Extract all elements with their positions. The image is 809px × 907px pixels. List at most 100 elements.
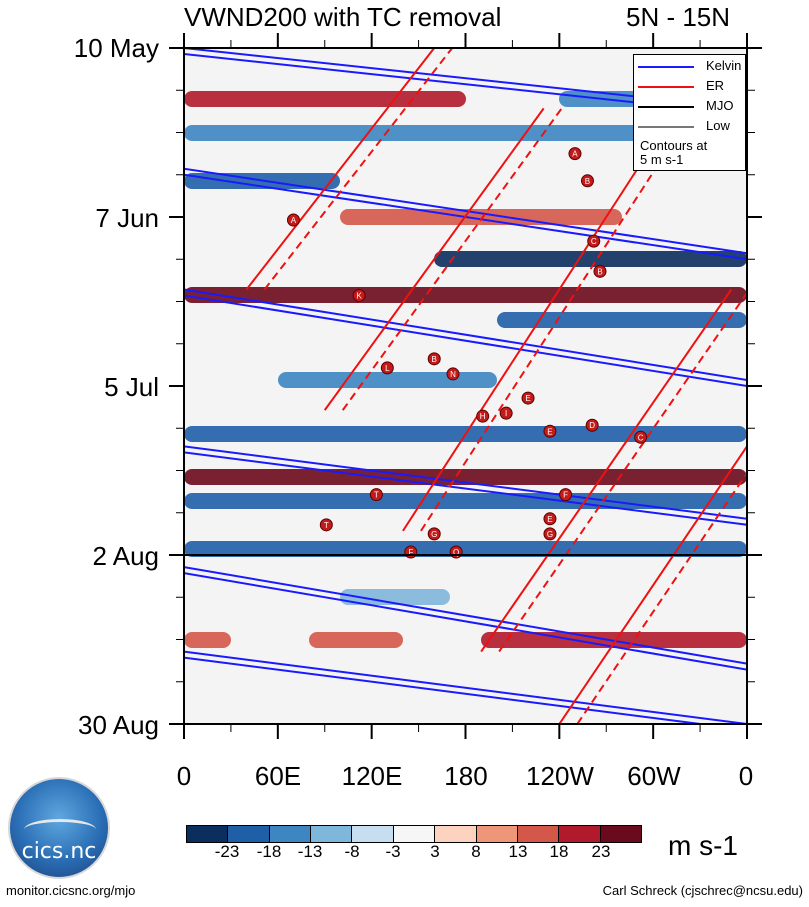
tc-symbol-label: C — [591, 237, 597, 246]
kelvin-contour — [184, 294, 747, 387]
tc-symbol-label: K — [356, 291, 362, 300]
legend-swatch — [638, 106, 694, 108]
x-tick-label: 120W — [526, 761, 594, 791]
tc-symbol: N — [446, 367, 460, 381]
tc-symbol-icon — [427, 352, 441, 366]
tc-symbol-label: T — [374, 491, 379, 500]
tc-symbol-label: E — [525, 394, 530, 403]
tc-symbol-icon — [446, 367, 460, 381]
tc-symbol-label: N — [450, 370, 456, 379]
kelvin-contour — [184, 451, 747, 526]
legend: Kelvin ER MJO Low Contours at 5 m s-1 — [633, 54, 746, 171]
colorbar-label: 18 — [549, 842, 569, 861]
kelvin-contour — [184, 288, 747, 381]
legend-item-mjo: MJO — [638, 98, 742, 113]
tc-symbol-label: F — [408, 548, 413, 557]
x-tick-label: 180 — [444, 761, 488, 791]
tc-symbol-icon — [352, 288, 366, 302]
anomaly-band — [277, 371, 497, 388]
kelvin-contour — [184, 445, 747, 520]
tc-symbol-label: D — [589, 421, 595, 430]
colorbar-label: -3 — [385, 842, 401, 861]
colorbar-cell — [435, 826, 477, 842]
tc-symbol-icon — [634, 430, 648, 444]
colorbar — [186, 825, 642, 843]
anomaly-band — [340, 589, 450, 606]
tc-symbol-icon — [587, 234, 601, 248]
er-contour — [480, 288, 733, 653]
x-tick-label: 60E — [254, 761, 302, 791]
kelvin-contour — [184, 566, 747, 665]
colorbar-cell — [352, 826, 394, 842]
colorbar-label: 13 — [508, 842, 528, 861]
tc-symbol-icon — [427, 527, 441, 541]
anomaly-band — [184, 631, 231, 648]
colorbar-label: 3 — [430, 842, 440, 861]
x-tick-label: 0 — [176, 761, 192, 791]
tc-symbol-label: I — [505, 409, 507, 418]
tc-symbol-icon — [559, 488, 573, 502]
tc-symbol-icon — [585, 418, 599, 432]
x-tick-label: 120E — [341, 761, 403, 791]
kelvin-contour — [184, 167, 747, 255]
anomaly-band — [496, 311, 747, 328]
tc-symbol: C — [587, 234, 601, 248]
colorbar-cell — [476, 826, 518, 842]
legend-item-er: ER — [638, 78, 742, 93]
tc-symbol-label: A — [572, 150, 578, 159]
tc-symbol: G — [543, 527, 557, 541]
legend-item-kelvin: Kelvin — [638, 58, 742, 73]
tc-symbol-icon — [319, 518, 333, 532]
tc-symbol-label: H — [480, 412, 486, 421]
tc-symbol-label: G — [431, 530, 437, 539]
kelvin-contour — [184, 656, 709, 724]
colorbar-cell — [228, 826, 270, 842]
er-contour — [323, 107, 545, 411]
tc-symbol-label: F — [563, 491, 568, 500]
chart-region: 5N - 15N — [626, 2, 731, 32]
tc-symbol-label: Q — [453, 548, 459, 557]
anomaly-band — [184, 540, 747, 557]
tc-symbol: T — [319, 518, 333, 532]
colorbar-label: -8 — [344, 842, 360, 861]
tc-symbol-icon — [543, 527, 557, 541]
anomaly-band — [184, 287, 747, 304]
legend-swatch — [638, 66, 694, 68]
tc-symbol-icon — [568, 147, 582, 161]
legend-note-line: 5 m s-1 — [640, 152, 684, 167]
legend-swatch — [638, 126, 694, 128]
anomaly-band — [184, 91, 466, 108]
kelvin-contour — [184, 572, 747, 671]
logo-mountain-icon — [24, 819, 96, 840]
colorbar-label: -23 — [214, 842, 240, 861]
cicsnc-logo: cics.nc — [8, 777, 110, 879]
y-tick-label: 10 May — [73, 33, 159, 63]
tc-symbol: B — [580, 174, 594, 188]
tc-symbol: A — [286, 213, 300, 227]
tc-symbol: F — [559, 488, 573, 502]
tc-symbol-label: L — [385, 364, 390, 373]
anomaly-band — [434, 251, 747, 268]
colorbar-label: 8 — [471, 842, 481, 861]
tc-symbol-label: B — [432, 355, 437, 364]
y-tick-label: 2 Aug — [92, 541, 159, 571]
tc-symbol-icon — [543, 424, 557, 438]
anomaly-band — [309, 631, 403, 648]
colorbar-cell — [393, 826, 436, 842]
footer-url[interactable]: monitor.cicsnc.org/mjo — [6, 883, 136, 898]
tc-symbol-icon — [380, 361, 394, 375]
tc-symbol: A — [568, 147, 582, 161]
tc-symbol: I — [499, 406, 513, 420]
anomaly-band — [184, 468, 747, 485]
tc-symbol: B — [427, 352, 441, 366]
logo-text: cics.nc — [21, 839, 97, 864]
legend-label: ER — [706, 78, 725, 93]
tc-symbol-label: C — [638, 433, 644, 442]
tc-symbol-label: B — [597, 267, 602, 276]
er-contour — [576, 471, 747, 724]
legend-swatch — [638, 86, 694, 88]
tc-symbol: L — [380, 361, 394, 375]
x-tick-label: 60W — [627, 761, 681, 791]
